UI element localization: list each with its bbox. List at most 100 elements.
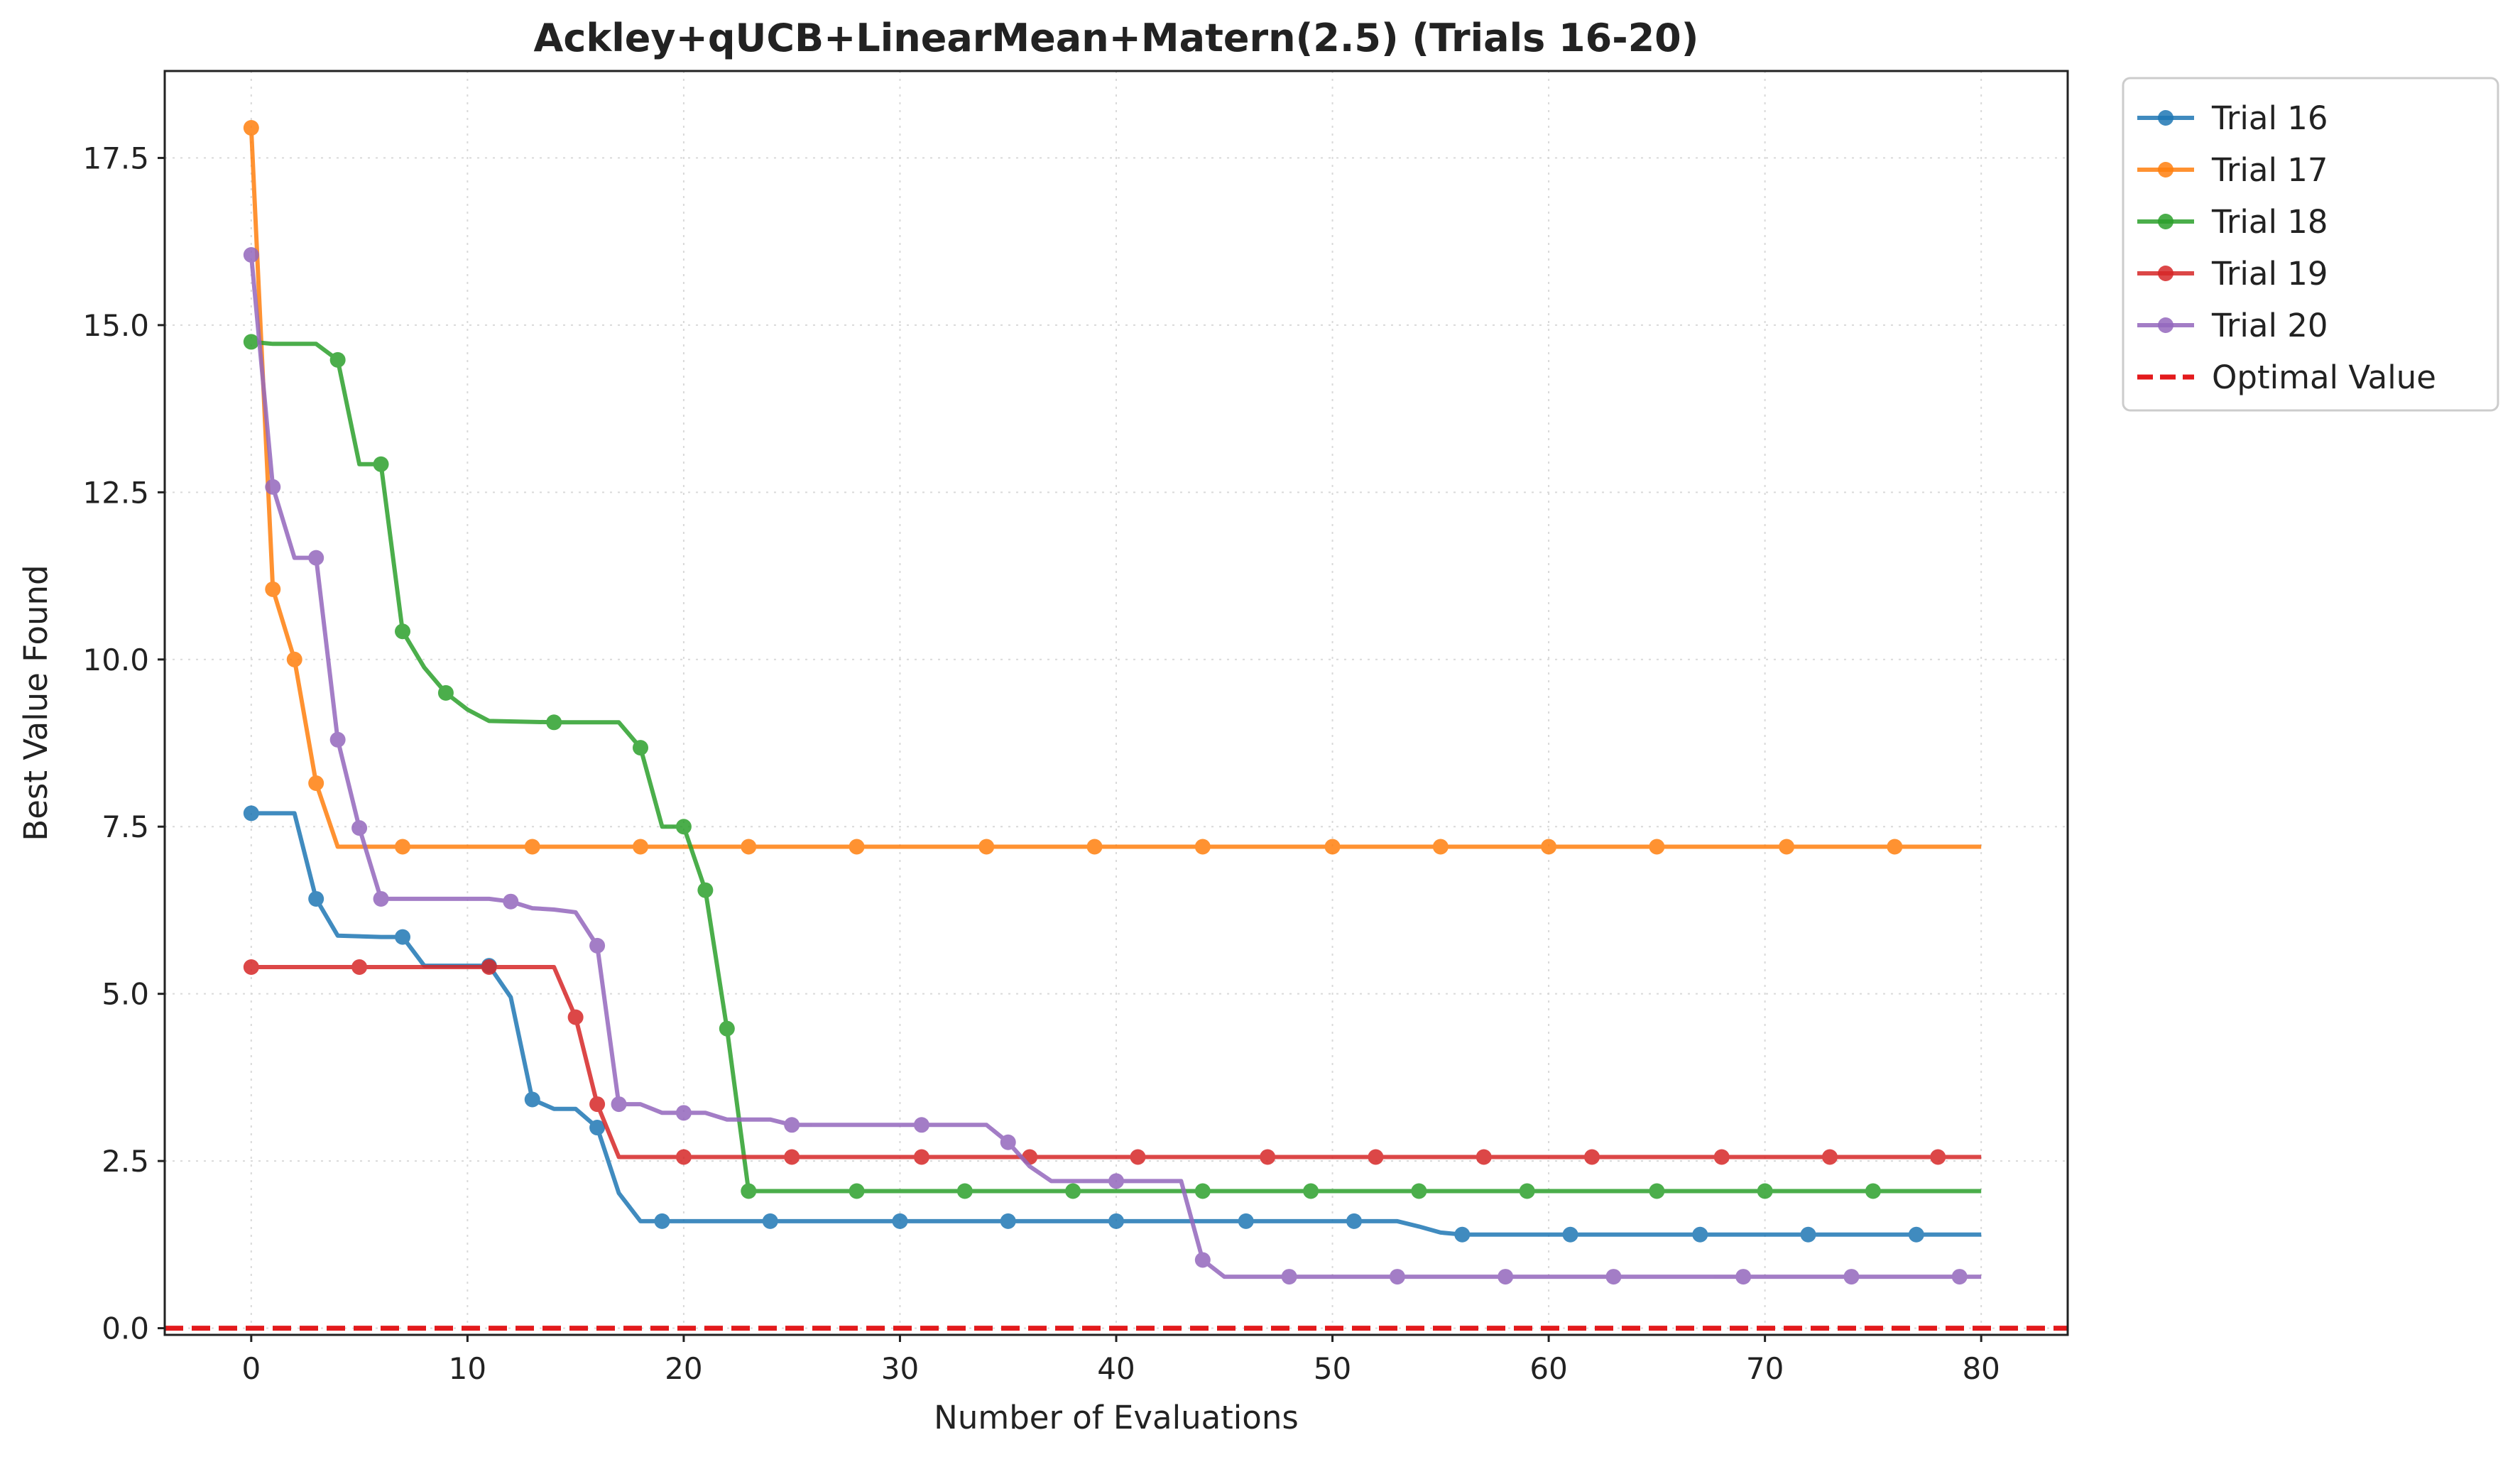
data-point — [329, 731, 346, 748]
x-tick-label: 20 — [665, 1351, 702, 1386]
legend-item: Trial 18 — [2137, 203, 2328, 241]
legend-item: Trial 19 — [2137, 255, 2328, 293]
data-point — [978, 839, 995, 855]
data-point — [351, 959, 368, 976]
data-point — [1649, 1183, 1665, 1199]
legend-marker-swatch — [2158, 266, 2173, 281]
data-point — [1454, 1226, 1471, 1243]
series-line — [251, 965, 1982, 1159]
data-point — [1130, 1149, 1146, 1165]
legend-item: Trial 20 — [2137, 307, 2328, 344]
data-point — [589, 1120, 606, 1136]
data-point — [1000, 1134, 1016, 1150]
x-tick-label: 60 — [1529, 1351, 1567, 1386]
data-point — [1822, 1149, 1838, 1165]
data-point — [849, 1183, 865, 1199]
data-point — [1194, 1252, 1211, 1268]
data-point — [1951, 1269, 1968, 1285]
series-trial-18 — [243, 334, 1982, 1199]
data-point — [1346, 1213, 1362, 1229]
data-point — [913, 1117, 929, 1133]
data-point — [351, 820, 368, 836]
data-point — [675, 1149, 692, 1165]
data-point — [589, 937, 606, 954]
data-point — [1779, 839, 1795, 855]
data-point — [546, 714, 562, 731]
y-tick-label: 0.0 — [102, 1311, 149, 1346]
y-tick-label: 2.5 — [102, 1144, 149, 1179]
legend-box — [2122, 77, 2499, 412]
data-point — [265, 581, 281, 597]
data-point — [395, 839, 410, 855]
data-point — [567, 1009, 584, 1025]
y-tick-label: 5.0 — [102, 977, 149, 1012]
data-point — [762, 1213, 778, 1229]
data-point — [1086, 839, 1103, 855]
data-point — [395, 623, 410, 640]
data-point — [849, 839, 865, 855]
y-tick-label: 10.0 — [82, 643, 149, 677]
data-point — [784, 1149, 800, 1165]
data-point — [1411, 1183, 1427, 1199]
data-point — [1562, 1226, 1578, 1243]
data-point — [1649, 839, 1665, 855]
legend-label: Trial 17 — [2211, 151, 2328, 189]
legend-item: Optimal Value — [2137, 359, 2436, 396]
chart-title: Ackley+qUCB+LinearMean+Matern(2.5) (Tria… — [534, 16, 1699, 60]
x-tick-label: 40 — [1097, 1351, 1135, 1386]
data-point — [1800, 1226, 1816, 1243]
data-point — [611, 1096, 627, 1113]
data-point — [243, 246, 259, 263]
data-point — [741, 839, 757, 855]
data-point — [1908, 1226, 1924, 1243]
data-point — [308, 890, 324, 907]
data-point — [1065, 1183, 1081, 1199]
series-group — [243, 120, 1982, 1285]
data-point — [675, 1105, 692, 1121]
y-tick-label: 15.0 — [82, 308, 149, 343]
data-point — [1605, 1269, 1622, 1285]
y-tick-label: 7.5 — [102, 809, 149, 844]
data-point — [1194, 839, 1211, 855]
data-point — [1498, 1269, 1514, 1285]
x-tick-label: 70 — [1746, 1351, 1784, 1386]
y-axis-ticks: 0.0 2.5 5.0 7.5 10.0 12.5 15.0 17.5 — [82, 141, 165, 1346]
data-point — [1303, 1183, 1319, 1199]
data-point — [329, 351, 346, 368]
x-axis-ticks: 0 10 20 30 40 50 60 70 80 — [241, 1335, 2000, 1386]
data-point — [654, 1213, 670, 1229]
data-point — [913, 1149, 929, 1165]
data-point — [1757, 1183, 1773, 1199]
series-line — [249, 127, 1982, 849]
legend-marker-swatch — [2158, 110, 2173, 126]
data-point — [1584, 1149, 1600, 1165]
data-point — [1389, 1269, 1405, 1285]
data-point — [1519, 1183, 1535, 1199]
data-point — [481, 959, 497, 976]
legend-label: Trial 19 — [2211, 255, 2328, 293]
data-point — [243, 959, 259, 976]
data-point — [1930, 1149, 1946, 1165]
data-point — [1108, 1213, 1124, 1229]
data-point — [524, 839, 540, 855]
data-point — [675, 819, 692, 835]
data-point — [395, 929, 410, 945]
series-trial-20 — [243, 246, 1982, 1285]
data-point — [437, 684, 454, 701]
data-point — [243, 805, 259, 822]
data-point — [1843, 1269, 1860, 1285]
data-point — [1260, 1149, 1276, 1165]
data-point — [589, 1096, 606, 1113]
data-point — [308, 550, 324, 566]
data-point — [956, 1183, 973, 1199]
data-point — [1281, 1269, 1297, 1285]
data-point — [741, 1183, 757, 1199]
legend-marker-swatch — [2158, 317, 2173, 333]
x-tick-label: 10 — [449, 1351, 486, 1386]
data-point — [1324, 839, 1341, 855]
x-axis-label: Number of Evaluations — [934, 1399, 1299, 1436]
data-point — [1692, 1226, 1708, 1243]
grid — [165, 71, 2068, 1335]
